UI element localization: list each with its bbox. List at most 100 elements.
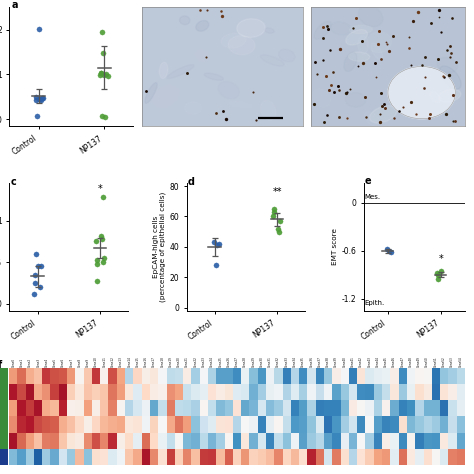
Point [362, 93, 369, 101]
Point [399, 103, 407, 111]
Point [219, 12, 226, 20]
Point [380, 100, 388, 108]
Point [325, 86, 333, 93]
Point [352, 14, 360, 22]
Point [33, 112, 41, 119]
Point [349, 24, 357, 31]
Point [383, 40, 391, 48]
Point [39, 94, 46, 101]
Point [104, 72, 111, 80]
Point [270, 205, 278, 213]
Point [310, 100, 318, 108]
Point [36, 95, 44, 102]
Point [378, 55, 385, 63]
Ellipse shape [371, 43, 383, 60]
Point [93, 256, 101, 264]
Ellipse shape [237, 18, 265, 37]
Point [447, 53, 454, 61]
Point [196, 7, 204, 14]
Ellipse shape [358, 36, 368, 54]
Point [102, 70, 110, 78]
Point [215, 240, 222, 247]
Point [204, 7, 211, 14]
Text: c: c [11, 177, 17, 187]
Point [93, 260, 101, 268]
Point [343, 88, 351, 96]
Ellipse shape [312, 89, 330, 107]
Circle shape [388, 66, 456, 118]
Point [38, 263, 46, 270]
Point [362, 113, 370, 120]
Point [451, 117, 458, 125]
Point [100, 254, 108, 262]
Point [37, 97, 45, 104]
Point [435, 13, 443, 21]
Text: *: * [438, 254, 443, 264]
Ellipse shape [344, 52, 357, 72]
Ellipse shape [228, 36, 255, 55]
Point [330, 88, 338, 96]
Point [335, 113, 343, 121]
Point [342, 90, 350, 97]
Ellipse shape [152, 85, 180, 108]
Ellipse shape [261, 55, 284, 66]
Point [371, 59, 378, 67]
Point [372, 73, 380, 80]
Y-axis label: EMT score: EMT score [332, 228, 338, 265]
Point [269, 213, 277, 220]
Point [219, 107, 226, 115]
Point [32, 96, 40, 104]
Point [448, 15, 456, 22]
Point [327, 82, 335, 89]
Point [407, 98, 415, 106]
Text: Epith.: Epith. [365, 300, 384, 306]
Point [100, 193, 107, 201]
Point [425, 114, 433, 122]
Point [383, 246, 391, 253]
Point [449, 117, 456, 125]
Point [323, 22, 330, 29]
Ellipse shape [367, 32, 392, 53]
Point [446, 43, 453, 50]
Text: *: * [98, 184, 102, 194]
Point [359, 59, 366, 66]
Point [354, 63, 362, 70]
Point [274, 225, 282, 232]
Point [31, 279, 38, 287]
Point [97, 72, 104, 79]
Point [414, 9, 422, 16]
Ellipse shape [196, 20, 209, 31]
Point [375, 27, 383, 35]
Point [329, 69, 337, 76]
Point [38, 94, 46, 102]
Point [447, 49, 455, 57]
Text: a: a [11, 0, 18, 10]
Point [426, 110, 434, 118]
Ellipse shape [167, 64, 194, 78]
Point [440, 73, 447, 81]
Point [383, 38, 390, 46]
Point [100, 49, 107, 56]
Point [98, 70, 105, 77]
Point [335, 82, 342, 90]
Point [311, 59, 319, 66]
Ellipse shape [159, 62, 168, 79]
Ellipse shape [370, 106, 397, 123]
Point [376, 118, 384, 126]
Point [35, 25, 43, 32]
Point [418, 61, 425, 69]
Text: **: ** [273, 187, 282, 197]
Point [326, 46, 334, 54]
Ellipse shape [365, 112, 381, 127]
Point [270, 208, 278, 216]
Point [428, 19, 435, 27]
Point [314, 70, 321, 77]
Ellipse shape [279, 49, 295, 62]
Point [33, 93, 40, 100]
Point [344, 114, 351, 122]
Point [374, 40, 382, 48]
Point [378, 89, 385, 97]
Point [452, 58, 459, 66]
Point [212, 261, 219, 269]
Point [98, 235, 106, 243]
